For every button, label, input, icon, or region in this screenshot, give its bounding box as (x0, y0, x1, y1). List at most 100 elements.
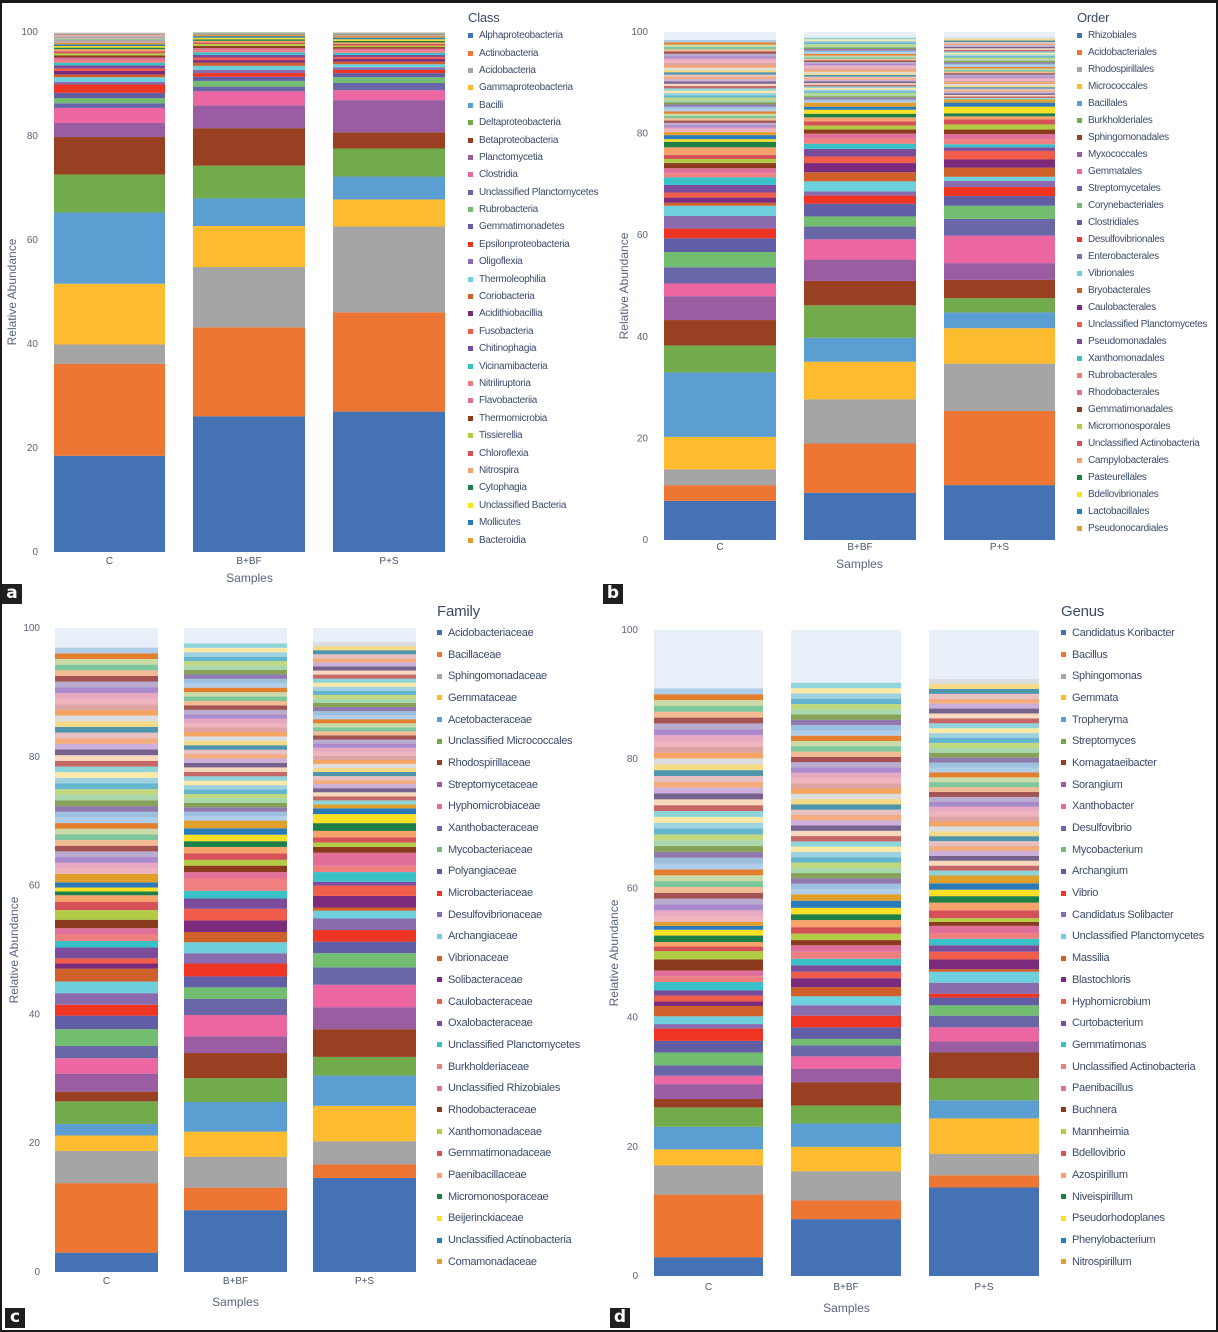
legend-swatch (437, 956, 442, 961)
bar-segment: Pseudorhodoplanes (B+BF): 1 (791, 908, 901, 914)
bar-segment: Mycobacterium (C): 2 (654, 1052, 763, 1065)
bar-segment-minor (654, 817, 763, 823)
bar-segment-minor (184, 666, 287, 670)
legend-label: Enterobacterales (1088, 251, 1159, 262)
bar-segment: Gammaproteobacteria (C): 11.7 (54, 284, 165, 345)
bar-segment-minor (184, 670, 287, 674)
bar-segment: Komagataeibacter (C): 1.3 (654, 1099, 763, 1107)
bar-segment-minor (313, 752, 416, 756)
bar-segment-minor (313, 658, 416, 662)
bar-segment: Bacteroidia (C): 0.3 (54, 43, 165, 45)
bar-segment: Archangiaceae (C): 1.8 (55, 982, 158, 994)
bar-segment: Myxococcales (B+BF): 4.2 (804, 260, 916, 281)
bar-segment: Massilia (B+BF): 1.4 (791, 987, 901, 996)
bar-segment-minor (929, 753, 1039, 758)
legend-item: Candidatus Koribacter (1061, 622, 1204, 644)
bar-stack-c: Alphaproteobacteria (C): 18.5Actinobacte… (54, 32, 165, 552)
bar-segment-minor (664, 109, 776, 111)
bar-segment-minor (804, 80, 916, 82)
legend-label: Blastochloris (1072, 974, 1130, 986)
legend-label: Caulobacteraceae (448, 996, 532, 1008)
bar-segment: Gemmatimonadaceae (C): 1.3 (55, 902, 158, 910)
bar-segment: Acidobacteriaceae (B+BF): 9.6 (184, 1210, 287, 1272)
bar-segment-minor (55, 840, 158, 846)
legend-label: Desulfovibrio (1072, 822, 1132, 834)
bar-segment: Micrococcales (B+BF): 7.4 (804, 362, 916, 400)
bar-segment-minor (804, 83, 916, 85)
bar-segment: Hyphomicrobiaceae (C): 2.4 (55, 1058, 158, 1073)
bar-segment-minor (664, 111, 776, 113)
legend-item: Alphaproteobacteria (468, 27, 598, 44)
x-tick-label: B+BF (847, 542, 872, 553)
legend-label: Caulobacterales (1088, 302, 1156, 313)
legend-swatch (437, 1173, 442, 1178)
legend-item: Campylobacterales (1077, 452, 1207, 469)
bar-segment: Nitrospira (B+BF): 0.3 (193, 41, 305, 43)
bar-segment-minor (804, 59, 916, 61)
bar-segment-minor (944, 51, 1055, 53)
bar-segment: Unclassified Planctomycetes (C): 1 (664, 193, 776, 198)
bar-segment: Mycobacteriaceae (C): 2.6 (55, 1029, 158, 1046)
bar-segment-minor (184, 759, 287, 763)
bar-segment-minor (654, 899, 763, 905)
bar-segment: Gemmataceae (B+BF): 3.9 (184, 1132, 287, 1157)
bar-segment-minor (791, 789, 901, 794)
legend-item: Unclassified Planctomycetes (1077, 316, 1207, 333)
bar-segment: Burkholderiales (C): 5.3 (664, 345, 776, 372)
bar-segment: Oxalobacteraceae (P+S): 0.6 (313, 882, 416, 886)
legend-label: Massilia (1072, 952, 1109, 964)
legend-swatch (1077, 101, 1082, 106)
bar-segment-minor (184, 714, 287, 718)
bar-segment: Streptomyces (C): 3 (654, 1107, 763, 1126)
bar-segment: Unclassified Planctomycetes (B+BF): 1.3 (804, 156, 916, 163)
legend-label: Flavobacteriia (479, 395, 537, 406)
bar-segment-minor (184, 767, 287, 771)
legend-label: Bacillales (1088, 98, 1127, 109)
bar-segment: Streptomyces (B+BF): 2.8 (791, 1105, 901, 1123)
legend-item: Burkholderiales (1077, 112, 1207, 129)
bar-segment: Bdellovibrio (P+S): 1.2 (929, 910, 1039, 918)
legend-label: Gemmataceae (448, 692, 517, 704)
legend-item: Rhodospirillales (1077, 61, 1207, 78)
bar-segment: Beijerinckiaceae (P+S): 1.4 (313, 814, 416, 823)
bar-segment-minor (804, 75, 916, 77)
bar-segment: Gammaproteobacteria (P+S): 5.2 (333, 199, 445, 226)
legend-label: Microbacteriaceae (448, 887, 533, 899)
bar-segment: Hyphomicrobium (C): 0.9 (654, 996, 763, 1002)
bar-segment-minor (791, 884, 901, 889)
legend-label: Bacillaceae (448, 649, 501, 661)
bar-segment: Vicinamibacteria (B+BF): 0.5 (193, 52, 305, 55)
bar-segment: Archangium (P+S): 1.2 (929, 998, 1039, 1006)
bar-segment-minor (313, 760, 416, 764)
bar-segment-minor (791, 826, 901, 831)
legend-swatch (1077, 203, 1082, 208)
bar-segment: Unclassified Planctomycetes (P+S): 1.4 (333, 83, 445, 90)
legend-label: Sorangium (1072, 779, 1123, 791)
bar-segment: Niveispirillum (B+BF): 0.9 (791, 914, 901, 920)
bar-segment: Bdellovibrionales (C): 0.5 (664, 139, 776, 142)
legend-swatch (437, 717, 442, 722)
bar-segment-minor (184, 772, 287, 776)
bar-stack-c: Acidobacteriaceae (C): 3Bacillaceae (C):… (55, 628, 158, 1272)
legend-swatch (437, 1259, 442, 1264)
bar-segment: Phenylobacterium (P+S): 1 (929, 883, 1039, 889)
bar-segment: Streptomycetaceae (B+BF): 2.6 (184, 1036, 287, 1053)
legend-item: Unclassified Actinobacteria (437, 1229, 580, 1251)
legend-item: Corynebacteriales (1077, 197, 1207, 214)
bar-segment: Pseudorhodoplanes (P+S): 1 (929, 890, 1039, 896)
y-tick-label: 20 (627, 1142, 639, 1153)
legend-item: Pasteurellales (1077, 469, 1207, 486)
legend-label: Unclassified Planctomycetes (1072, 930, 1204, 942)
bar-segment-minor (664, 88, 776, 90)
bar-segment-minor (664, 84, 776, 86)
bar-segment: Acidobacteriales (P+S): 14.6 (944, 411, 1055, 485)
bar-segment-minor (55, 795, 158, 801)
legend-item: Nitrospira (468, 462, 598, 479)
bar-segment: Nitrospirillum (B+BF): 1 (791, 894, 901, 900)
legend-swatch (468, 259, 473, 264)
bar-segment: Xanthomonadaceae (C): 1.5 (55, 910, 158, 920)
bar-segment-minor (944, 59, 1055, 61)
legend-swatch (437, 782, 442, 787)
